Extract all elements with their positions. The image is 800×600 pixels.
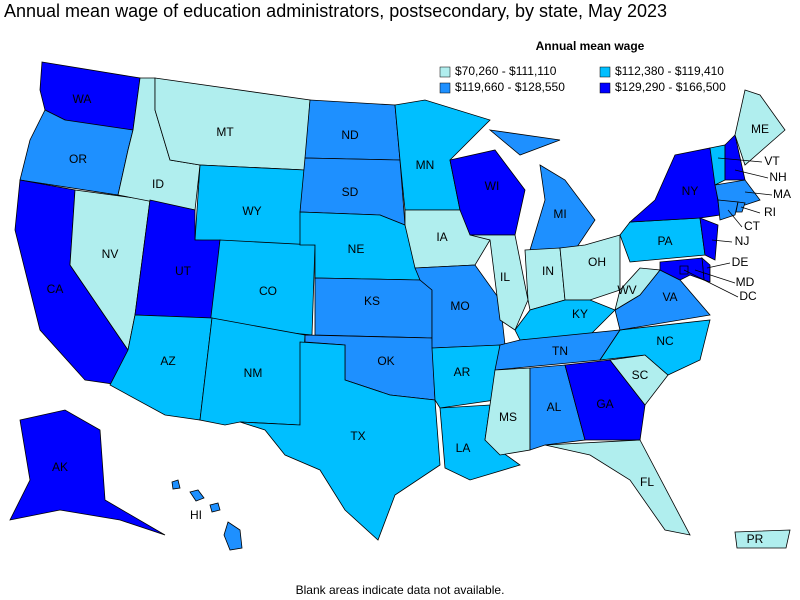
state-label: MS: [499, 410, 517, 424]
state-label: MI: [553, 207, 566, 221]
state-area: [524, 247, 566, 311]
state-area: [735, 201, 746, 213]
state-area: [189, 489, 205, 502]
state-label: CO: [259, 284, 277, 298]
state-label: AZ: [160, 354, 175, 368]
leader-line: [711, 239, 733, 243]
state-label: MO: [450, 299, 469, 313]
leader-line: [744, 191, 773, 196]
state-label: NC: [656, 334, 674, 348]
state-label: WV: [617, 283, 636, 297]
state-label: HI: [190, 508, 202, 522]
state-label: AL: [547, 400, 562, 414]
state-label: KS: [364, 294, 380, 308]
map-title: Annual mean wage of education administra…: [4, 1, 667, 21]
state-label: NM: [244, 366, 263, 380]
leader-line: [734, 169, 769, 179]
state-label: CA: [47, 282, 64, 296]
state-label: PA: [657, 234, 672, 248]
leader-line: [717, 157, 763, 163]
state-label: NE: [348, 242, 365, 256]
state-area: [223, 521, 243, 551]
legend-label: $119,660 - $128,550: [455, 80, 565, 94]
state-area: [734, 529, 791, 549]
state-area: [171, 479, 181, 490]
state-area: [488, 129, 561, 156]
state-label: IN: [542, 264, 554, 278]
state-label: DE: [732, 255, 749, 269]
legend: $70,260 - $111,110 $112,380 - $119,410 $11…: [439, 64, 726, 94]
state-label: DC: [739, 289, 757, 303]
state-area: [544, 439, 691, 536]
state-area: [431, 344, 501, 409]
state-label: GA: [596, 397, 613, 411]
legend-swatch: [439, 66, 451, 78]
leader-line: [740, 206, 761, 214]
state-label: UT: [175, 264, 192, 278]
states: [9, 61, 791, 551]
state-label: NY: [682, 184, 699, 198]
state-area: [529, 364, 586, 451]
state-area: [154, 77, 311, 171]
state-label: WA: [73, 92, 92, 106]
state-label: NV: [102, 247, 119, 261]
state-label: MD: [736, 275, 755, 289]
state-label: TX: [350, 429, 365, 443]
footnote: Blank areas indicate data not available.: [296, 583, 505, 597]
leader-line: [727, 209, 743, 228]
state-area: [9, 409, 166, 536]
state-label: TN: [552, 344, 568, 358]
state-label: ID: [152, 177, 164, 191]
state-area: [239, 341, 441, 541]
state-label: VA: [662, 290, 677, 304]
state-label: WI: [485, 179, 500, 193]
state-label: IA: [436, 230, 447, 244]
state-label: WY: [242, 204, 261, 218]
leader-line: [706, 262, 731, 269]
state-label: LA: [456, 441, 471, 455]
state-area: [714, 179, 761, 206]
state-label: IL: [500, 270, 510, 284]
legend-swatch: [599, 82, 611, 94]
state-area: [614, 267, 661, 311]
state-label: AR: [454, 365, 471, 379]
state-label: SC: [632, 368, 649, 382]
legend-title: Annual mean wage: [536, 39, 645, 53]
state-label: OR: [69, 152, 87, 166]
state-label: ND: [341, 128, 359, 142]
leader-line: [694, 269, 736, 284]
state-area: [628, 147, 721, 223]
state-label: ME: [751, 122, 769, 136]
state-label: CT: [744, 219, 761, 233]
state-label: OK: [377, 354, 394, 368]
state-area: [699, 217, 719, 261]
state-label: NH: [769, 170, 786, 184]
legend-label: $70,260 - $111,110: [455, 64, 557, 78]
state-label: SD: [342, 185, 359, 199]
legend-label: $129,290 - $166,500: [615, 80, 726, 94]
leader-line: [683, 269, 739, 298]
state-label: PR: [747, 532, 764, 546]
state-label: FL: [640, 475, 654, 489]
state-label: MT: [216, 125, 234, 139]
state-label: MN: [416, 158, 435, 172]
state-label: KY: [572, 307, 588, 321]
legend-label: $112,380 - $119,410: [615, 64, 724, 78]
state-label: NJ: [735, 234, 750, 248]
state-label: MA: [773, 187, 791, 201]
state-area: [564, 359, 646, 441]
state-area: [209, 502, 221, 513]
state-label: VT: [764, 154, 780, 168]
state-label: AK: [52, 460, 68, 474]
state-label: RI: [764, 205, 776, 219]
state-label: OH: [588, 255, 606, 269]
legend-swatch: [599, 66, 611, 78]
legend-swatch: [439, 82, 451, 94]
state-labels: WA OR CA NV ID MT WY UT CO AZ NM ND SD NE KS OK TX MN IA MO…: [47, 92, 791, 546]
